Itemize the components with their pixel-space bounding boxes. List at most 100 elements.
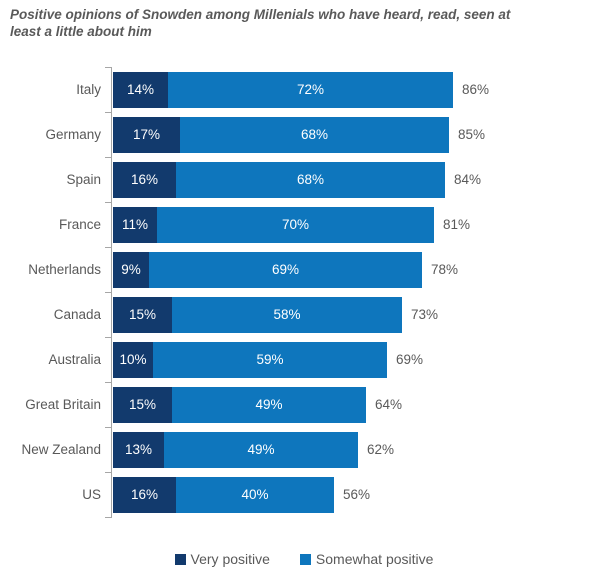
stacked-bar: 16% 68% bbox=[113, 161, 445, 198]
segment-value-label: 68% bbox=[296, 172, 325, 187]
segment-very-positive: 14% bbox=[113, 71, 168, 108]
segment-very-positive: 15% bbox=[113, 386, 172, 423]
total-label: 69% bbox=[396, 352, 424, 367]
stacked-bar: 17% 68% bbox=[113, 116, 449, 153]
total-label: 85% bbox=[458, 127, 486, 142]
segment-somewhat-positive: 49% bbox=[172, 386, 366, 423]
segment-value-label: 10% bbox=[119, 352, 147, 367]
chart-row: New Zealand 13% 49% 62% bbox=[0, 427, 608, 472]
segment-somewhat-positive: 72% bbox=[168, 71, 453, 108]
stacked-bar: 9% 69% bbox=[113, 251, 422, 288]
legend-swatch-somewhat-positive bbox=[299, 553, 311, 565]
chart-row: Netherlands 9% 69% 78% bbox=[0, 247, 608, 292]
axis-tick bbox=[105, 292, 112, 293]
category-label: Spain bbox=[66, 172, 101, 187]
category-label: Italy bbox=[76, 82, 101, 97]
stacked-bar: 16% 40% bbox=[113, 476, 334, 513]
chart-row: Great Britain 15% 49% 64% bbox=[0, 382, 608, 427]
legend-item-very-positive: Very positive bbox=[174, 551, 270, 567]
segment-somewhat-positive: 68% bbox=[180, 116, 449, 153]
segment-value-label: 9% bbox=[121, 262, 141, 277]
segment-somewhat-positive: 69% bbox=[149, 251, 422, 288]
segment-value-label: 14% bbox=[126, 82, 155, 97]
legend-item-somewhat-positive: Somewhat positive bbox=[299, 551, 434, 567]
segment-value-label: 49% bbox=[255, 397, 283, 412]
axis-tick bbox=[105, 472, 112, 473]
segment-very-positive: 11% bbox=[113, 206, 157, 243]
axis-tick bbox=[105, 427, 112, 428]
stacked-bar: 11% 70% bbox=[113, 206, 434, 243]
segment-value-label: 70% bbox=[281, 217, 310, 232]
segment-somewhat-positive: 68% bbox=[176, 161, 445, 198]
category-label: Netherlands bbox=[28, 262, 101, 277]
total-label: 84% bbox=[454, 172, 482, 187]
segment-very-positive: 16% bbox=[113, 476, 176, 513]
axis-tick bbox=[105, 382, 112, 383]
category-label: Germany bbox=[45, 127, 101, 142]
total-label: 73% bbox=[411, 307, 439, 322]
segment-value-label: 49% bbox=[247, 442, 275, 457]
chart-row: Spain 16% 68% 84% bbox=[0, 157, 608, 202]
category-label: New Zealand bbox=[21, 442, 101, 457]
segment-value-label: 15% bbox=[128, 397, 157, 412]
chart-legend: Very positive Somewhat positive bbox=[0, 551, 608, 567]
segment-value-label: 68% bbox=[300, 127, 329, 142]
stacked-bar: 14% 72% bbox=[113, 71, 453, 108]
segment-value-label: 17% bbox=[132, 127, 161, 142]
category-label: Canada bbox=[53, 307, 101, 322]
segment-value-label: 72% bbox=[296, 82, 325, 97]
total-label: 86% bbox=[462, 82, 490, 97]
chart-row: Germany 17% 68% 85% bbox=[0, 112, 608, 157]
axis-tick bbox=[105, 112, 112, 113]
segment-value-label: 69% bbox=[271, 262, 300, 277]
segment-value-label: 59% bbox=[256, 352, 284, 367]
total-label: 81% bbox=[443, 217, 471, 232]
stacked-bar: 10% 59% bbox=[113, 341, 387, 378]
plot-rows: Italy 14% 72% 86% Germany 17% 68% 85% Sp… bbox=[0, 67, 608, 517]
segment-very-positive: 9% bbox=[113, 251, 149, 288]
stacked-bar: 15% 58% bbox=[113, 296, 402, 333]
chart-row: France 11% 70% 81% bbox=[0, 202, 608, 247]
chart-row: Italy 14% 72% 86% bbox=[0, 67, 608, 112]
segment-very-positive: 15% bbox=[113, 296, 172, 333]
total-label: 62% bbox=[367, 442, 395, 457]
category-label: Great Britain bbox=[25, 397, 101, 412]
axis-tick bbox=[105, 517, 112, 518]
segment-very-positive: 13% bbox=[113, 431, 164, 468]
segment-value-label: 16% bbox=[130, 172, 159, 187]
segment-very-positive: 10% bbox=[113, 341, 153, 378]
segment-somewhat-positive: 70% bbox=[157, 206, 434, 243]
stacked-bar: 15% 49% bbox=[113, 386, 366, 423]
axis-tick bbox=[105, 157, 112, 158]
segment-somewhat-positive: 58% bbox=[172, 296, 402, 333]
segment-somewhat-positive: 59% bbox=[153, 341, 387, 378]
chart-title: Positive opinions of Snowden among Mille… bbox=[10, 7, 511, 39]
chart-row: US 16% 40% 56% bbox=[0, 472, 608, 517]
axis-tick bbox=[105, 337, 112, 338]
stacked-bar: 13% 49% bbox=[113, 431, 358, 468]
segment-somewhat-positive: 49% bbox=[164, 431, 358, 468]
chart-row: Australia 10% 59% 69% bbox=[0, 337, 608, 382]
segment-very-positive: 16% bbox=[113, 161, 176, 198]
axis-tick bbox=[105, 67, 112, 68]
segment-value-label: 11% bbox=[121, 217, 149, 232]
legend-label-very-positive: Very positive bbox=[190, 551, 270, 567]
legend-label-somewhat-positive: Somewhat positive bbox=[315, 551, 434, 567]
segment-somewhat-positive: 40% bbox=[176, 476, 334, 513]
axis-tick bbox=[105, 247, 112, 248]
segment-value-label: 13% bbox=[124, 442, 153, 457]
segment-value-label: 16% bbox=[130, 487, 159, 502]
category-label: France bbox=[58, 217, 101, 232]
total-label: 78% bbox=[431, 262, 459, 277]
bar-chart: Italy 14% 72% 86% Germany 17% 68% 85% Sp… bbox=[0, 67, 608, 518]
segment-value-label: 40% bbox=[241, 487, 269, 502]
category-label: US bbox=[82, 487, 101, 502]
legend-swatch-very-positive bbox=[174, 553, 186, 565]
segment-very-positive: 17% bbox=[113, 116, 180, 153]
chart-row: Canada 15% 58% 73% bbox=[0, 292, 608, 337]
segment-value-label: 15% bbox=[128, 307, 157, 322]
axis-tick bbox=[105, 202, 112, 203]
total-label: 56% bbox=[343, 487, 371, 502]
segment-value-label: 58% bbox=[273, 307, 301, 322]
